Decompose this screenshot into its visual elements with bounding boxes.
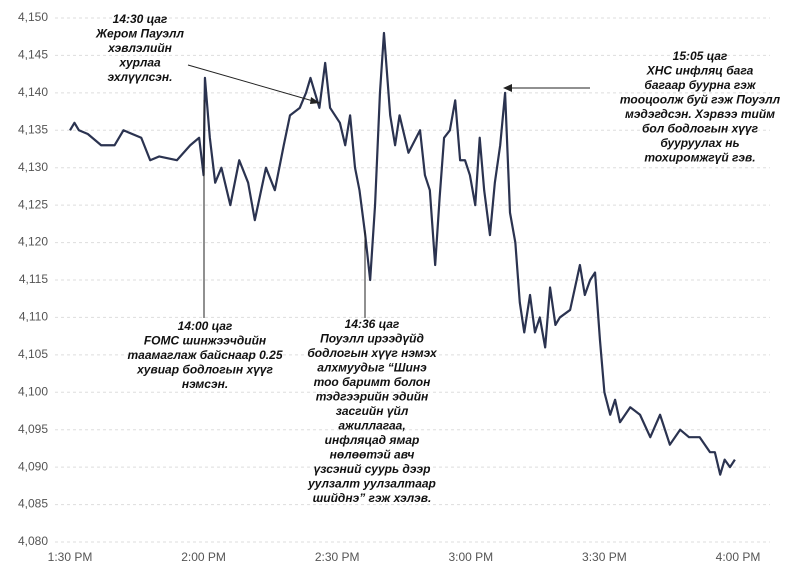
y-tick-label: 4,100 — [18, 384, 48, 398]
y-tick-label: 4,095 — [18, 422, 48, 436]
annotation-text: багаар буурна гэж — [644, 78, 756, 92]
x-tick-label: 2:00 PM — [181, 550, 226, 564]
annotation-text: ХНС инфляц бага — [646, 64, 754, 78]
annotation-text: нөлөөтэй авч — [330, 448, 415, 462]
annotation-text: эхлүүлсэн. — [108, 70, 173, 84]
y-tick-label: 4,135 — [18, 122, 48, 136]
x-tick-label: 3:00 PM — [448, 550, 493, 564]
annotation-text: бодлогын хүүг нэмэх — [307, 346, 438, 360]
y-tick-label: 4,130 — [18, 160, 48, 174]
x-tick-label: 1:30 PM — [48, 550, 93, 564]
y-tick-label: 4,145 — [18, 48, 48, 62]
annotation-text: алхмуудыг “Шинэ — [317, 361, 427, 375]
annotation-text: тооцоолж буй гэж Поуэлл — [620, 93, 781, 107]
annotation-text: тоо баримт болон — [314, 375, 432, 389]
annotation-text: 14:00 цаг — [178, 319, 233, 333]
arrow-head — [503, 84, 512, 92]
annotation-text: нэмсэн. — [182, 377, 228, 391]
annotation-text: шийднэ” гэж хэлэв. — [313, 491, 432, 505]
annotation-text: Поуэлл ирээдүйд — [320, 332, 424, 346]
price-line — [69, 31, 736, 476]
x-tick-label: 3:30 PM — [582, 550, 627, 564]
annotation-text: 15:05 цаг — [673, 49, 728, 63]
annotation-text: уулзалт уулзалтаар — [307, 477, 436, 491]
annotation-text: мэдэгдсэн. Хэрвээ тийм — [625, 107, 775, 121]
annotation-text: засгийн үйл — [336, 404, 409, 418]
annotation-text: инфляцад ямар — [325, 433, 420, 447]
annotation-text: Жером Пауэлл — [95, 27, 184, 41]
y-tick-label: 4,085 — [18, 497, 48, 511]
leader-line — [187, 64, 321, 104]
annotation-text: үзсэний суурь дээр — [314, 462, 431, 476]
annotation-text: хэвлэлийн — [107, 41, 173, 55]
y-tick-label: 4,120 — [18, 235, 48, 249]
arrow-head — [310, 97, 320, 104]
y-tick-label: 4,110 — [19, 310, 48, 324]
annotation-text: бууруулах нь — [660, 136, 739, 150]
annotation-text: FOMC шинжээчдийн — [144, 334, 267, 348]
annotation-text: 14:30 цаг — [113, 12, 168, 26]
y-tick-label: 4,140 — [18, 85, 48, 99]
x-tick-label: 2:30 PM — [315, 550, 360, 564]
y-tick-label: 4,125 — [18, 197, 48, 211]
annotation-text: хувиар бодлогын хүүг — [136, 363, 273, 377]
x-tick-label: 4:00 PM — [716, 550, 761, 564]
y-tick-label: 4,090 — [18, 459, 48, 473]
annotation-text: тохиромжгүй гэв. — [644, 151, 755, 165]
annotation-text: 14:36 цаг — [345, 317, 400, 331]
annotation-text: таамаглаж байснаар 0.25 — [127, 348, 282, 362]
y-tick-label: 4,115 — [19, 272, 48, 286]
annotation-text: тэдгээрийн эдийн — [316, 390, 429, 404]
y-tick-label: 4,105 — [18, 347, 48, 361]
annotation-text: бол бодлогын хүүг — [642, 122, 759, 136]
annotation-text: хурлаа — [118, 56, 161, 70]
y-tick-label: 4,080 — [18, 534, 48, 548]
y-tick-label: 4,150 — [18, 10, 48, 24]
annotation-text: ажиллагаа, — [338, 419, 405, 433]
